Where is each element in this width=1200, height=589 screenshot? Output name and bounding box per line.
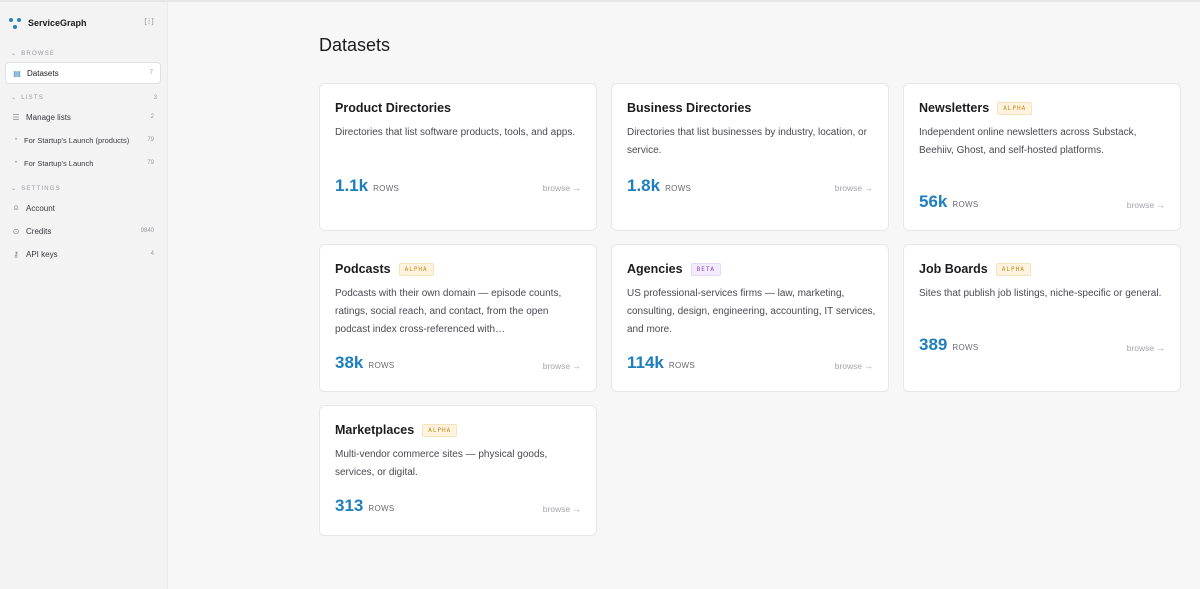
credits-icon: ⊙ [12,226,20,236]
chevron-down-icon: ⌄ [11,186,18,192]
dataset-card-product-directories[interactable]: Product Directories Directories that lis… [319,83,597,231]
card-row-count: 1.1k [335,176,369,195]
browse-link[interactable]: browse → [542,361,581,371]
dataset-card-job-boards[interactable]: Job Boards ALPHA Sites that publish job … [903,244,1181,392]
status-badge: ALPHA [422,423,458,437]
user-icon: ⍝ [13,203,19,212]
section-settings-heading: SETTINGS [21,185,61,192]
card-rows-label: ROWS [373,184,400,193]
sidebar-item-account[interactable]: ⍝ Account [5,197,161,219]
card-row-count: 389 [919,335,948,354]
dataset-card-podcasts[interactable]: Podcasts ALPHA Podcasts with their own d… [319,244,597,392]
browse-link[interactable]: browse → [834,183,873,193]
sidebar-item-account-label: Account [26,203,55,213]
bullet-icon: • [14,137,18,143]
card-title: Marketplaces [335,423,415,437]
card-description: Directories that list software products,… [335,127,576,138]
status-badge: ALPHA [995,262,1031,276]
sidebar-item-list-2-count: 79 [147,160,154,166]
section-browse-heading: BROWSE [21,50,56,57]
chevron-down-icon: ⌄ [11,95,18,101]
sidebar-item-credits-label: Credits [26,226,52,236]
list-icon: ☰ [12,112,20,122]
sidebar-item-manage-lists-count: 2 [150,114,154,120]
browse-link[interactable]: browse → [834,361,873,371]
sidebar-item-datasets-count: 7 [149,70,153,76]
card-title: Newsletters [919,101,990,115]
browse-link[interactable]: browse → [542,183,581,193]
card-description: US professional-services firms — law, ma… [627,288,876,335]
top-border [0,0,1200,2]
dataset-card-marketplaces[interactable]: Marketplaces ALPHA Multi-vendor commerce… [319,405,597,536]
database-icon: ▤ [13,68,21,78]
card-description: Directories that list businesses by indu… [627,127,867,156]
sidebar-item-list-2[interactable]: • For Startup's Launch 79 [5,152,161,174]
sidebar-item-credits-count: 9840 [140,228,154,234]
card-rows-label: ROWS [368,361,395,370]
card-rows-label: ROWS [952,200,979,209]
card-rows-label: ROWS [668,361,695,370]
status-badge: ALPHA [997,101,1033,115]
card-title: Business Directories [627,101,752,115]
page-title: Datasets [319,35,391,55]
card-rows-label: ROWS [368,504,395,513]
bullet-icon: • [14,160,18,166]
sidebar-item-api-keys-count: 4 [150,251,154,257]
sidebar-item-datasets[interactable]: ▤ Datasets 7 [5,62,161,84]
chevron-down-icon: ⌄ [11,51,18,57]
sidebar: ServiceGraph [⁞] ⌄ BROWSE ▤ Datasets 7 ⌄… [0,2,168,589]
section-lists-heading: LISTS [21,94,44,101]
status-badge: ALPHA [398,262,434,276]
section-lists-count: 3 [153,94,157,101]
card-row-count: 114k [627,353,664,372]
card-row-count: 38k [335,353,364,372]
sidebar-item-api-keys-label: API keys [26,249,58,259]
card-title: Podcasts [335,262,391,276]
dataset-card-agencies[interactable]: Agencies BETA US professional-services f… [611,244,889,392]
sidebar-item-list-1[interactable]: • For Startup's Launch (products) 79 [5,129,161,151]
servicegraph-logo-icon [9,17,22,30]
card-title: Job Boards [919,262,988,276]
card-rows-label: ROWS [952,343,979,352]
card-row-count: 1.8k [627,176,661,195]
card-description: Podcasts with their own domain — episode… [335,288,562,335]
app-name: ServiceGraph [28,18,87,28]
browse-link[interactable]: browse → [1126,200,1165,210]
sidebar-item-api-keys[interactable]: ⚷ API keys 4 [5,243,161,265]
dataset-card-newsletters[interactable]: Newsletters ALPHA Independent online new… [903,83,1181,231]
sidebar-item-datasets-label: Datasets [27,68,59,78]
brand[interactable]: ServiceGraph [⁞] [9,14,159,32]
card-title: Product Directories [335,101,452,115]
status-badge: BETA [690,262,722,276]
card-description: Independent online newsletters across Su… [919,127,1137,156]
dataset-card-business-directories[interactable]: Business Directories Directories that li… [611,83,889,231]
sidebar-item-credits[interactable]: ⊙ Credits 9840 [5,220,161,242]
section-lists[interactable]: ⌄ LISTS 3 [11,94,157,102]
card-row-count: 56k [919,192,948,211]
sidebar-item-list-1-label: For Startup's Launch (products) [24,135,130,145]
card-row-count: 313 [335,496,364,515]
collapse-sidebar-button[interactable]: [⁞] [143,17,155,26]
key-icon: ⚷ [13,249,19,259]
section-browse[interactable]: ⌄ BROWSE [11,50,157,58]
browse-link[interactable]: browse → [542,504,581,514]
sidebar-item-manage-lists-label: Manage lists [26,112,71,122]
section-settings[interactable]: ⌄ SETTINGS [11,185,157,193]
sidebar-item-manage-lists[interactable]: ☰ Manage lists 2 [5,106,161,128]
sidebar-item-list-2-label: For Startup's Launch [24,158,94,168]
sidebar-item-list-1-count: 79 [147,137,154,143]
card-description: Multi-vendor commerce sites — physical g… [335,449,548,478]
card-description: Sites that publish job listings, niche-s… [919,288,1162,299]
card-title: Agencies [627,262,683,276]
browse-link[interactable]: browse → [1126,343,1165,353]
card-rows-label: ROWS [665,184,692,193]
